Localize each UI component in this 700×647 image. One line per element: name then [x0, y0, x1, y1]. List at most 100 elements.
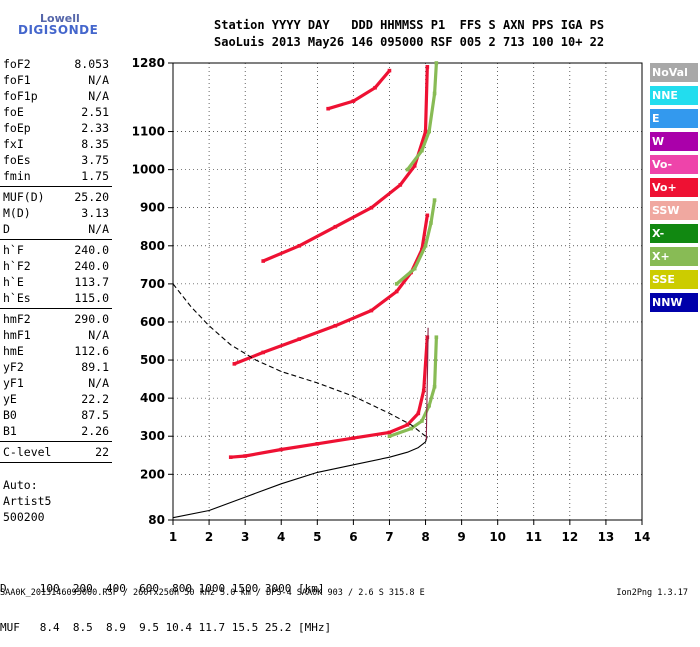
- parameter-separator: [0, 239, 112, 240]
- legend-item: W: [650, 132, 698, 151]
- echo-point: [297, 244, 302, 248]
- echo-point: [427, 403, 431, 408]
- auto-label: Auto:: [3, 478, 38, 492]
- parameter-value: 1.75: [81, 169, 109, 183]
- parameter-value: 240.0: [74, 259, 109, 273]
- echo-point: [429, 221, 433, 225]
- echo-point: [394, 289, 399, 294]
- echo-point: [412, 164, 417, 168]
- x-tick-label: 14: [634, 530, 651, 544]
- parameter-label: foE: [3, 105, 24, 119]
- legend-item: NoVal: [650, 63, 698, 82]
- legend-item: E: [650, 109, 698, 128]
- parameter-label: hmE: [3, 344, 24, 358]
- parameter-value: 2.33: [81, 121, 109, 135]
- parameter-value: 290.0: [74, 312, 109, 326]
- parameter-label: hmF1: [3, 328, 31, 342]
- parameter-row: foEp 2.33: [0, 120, 112, 136]
- echo-point: [423, 244, 428, 248]
- parameter-label: foF1p: [3, 89, 38, 103]
- header-columns: Station YYYY DAY DDD HHMMSS P1 FFS S AXN…: [214, 18, 605, 32]
- parameter-separator: [0, 441, 112, 442]
- echo-point: [405, 422, 410, 427]
- parameter-label: yF1: [3, 376, 24, 390]
- parameter-row: h`Es 115.0: [0, 290, 112, 306]
- parameter-value: 22.2: [81, 392, 109, 406]
- parameter-separator: [0, 462, 112, 463]
- polarization-legend: NoVal NNE E W Vo- Vo+ SSW X- X+ SSE NNW: [650, 63, 698, 316]
- echo-point: [409, 426, 413, 431]
- parameter-row: h`F 240.0: [0, 242, 112, 258]
- auto-program: Artist5: [3, 494, 52, 508]
- parameter-row: foE 2.51: [0, 104, 112, 120]
- echo-point: [420, 148, 424, 153]
- echo-point: [351, 436, 356, 440]
- echo-point: [369, 308, 374, 313]
- x-tick-label: 12: [561, 530, 578, 544]
- parameter-value: N/A: [88, 328, 109, 342]
- echo-point: [427, 129, 431, 134]
- echo-point: [394, 282, 399, 286]
- parameter-row: h`F2 240.0: [0, 258, 112, 274]
- autoscaling-info: Auto: Artist5 500200: [0, 478, 112, 526]
- parameter-label: h`F2: [3, 259, 31, 273]
- ionogram-chart: 1 2 3 4 5 6 7 8 9 10 11 12 13 14802003004005006007008…: [132, 56, 651, 544]
- parameter-row: fmin 1.75: [0, 168, 112, 184]
- echo-trace: [327, 69, 391, 111]
- echo-trace: [388, 337, 438, 438]
- muf-table: D 100 200 400 600 800 1000 1500 3000 [km…: [0, 556, 331, 647]
- header-values: SaoLuis 2013 May26 146 095000 RSF 005 2 …: [214, 35, 605, 49]
- x-tick-label: 7: [385, 530, 393, 544]
- echo-point: [333, 323, 338, 328]
- echo-point: [369, 205, 374, 210]
- echo-point: [432, 91, 437, 96]
- parameter-label: h`Es: [3, 291, 31, 305]
- echo-point: [434, 61, 439, 65]
- echo-point: [279, 447, 284, 452]
- echo-point: [423, 129, 428, 134]
- parameter-table: foF2 8.053 foF1 N/A foF1p N/A foE 2.51 foEp 2.33 f…: [0, 56, 112, 465]
- x-tick-label: 2: [205, 530, 213, 544]
- echo-point: [421, 388, 426, 393]
- x-tick-label: 9: [457, 530, 465, 544]
- parameter-row: foEs 3.75: [0, 152, 112, 168]
- echo-point: [297, 337, 302, 341]
- legend-item: X+: [650, 247, 698, 266]
- y-tick-label: 300: [140, 429, 165, 443]
- parameter-value: 8.053: [74, 57, 109, 71]
- profile-curve: [172, 436, 428, 519]
- chart-grid: [168, 62, 643, 525]
- legend-item: NNW: [650, 293, 698, 312]
- parameter-label: foEp: [3, 121, 31, 135]
- parameter-label: D: [3, 222, 10, 236]
- parameter-label: h`E: [3, 275, 24, 289]
- legend-item: NNE: [650, 86, 698, 105]
- echo-point: [228, 455, 233, 459]
- legend-item: X-: [650, 224, 698, 243]
- x-tick-label: 3: [241, 530, 249, 544]
- parameter-label: M(D): [3, 206, 31, 220]
- x-tick-label: 5: [313, 530, 321, 544]
- parameter-value: 112.6: [74, 344, 109, 358]
- echo-point: [432, 198, 437, 202]
- parameter-separator: [0, 186, 112, 187]
- parameter-row: foF2 8.053: [0, 56, 112, 72]
- echo-point: [425, 65, 430, 69]
- chart-series: [172, 61, 439, 519]
- y-tick-label: 900: [140, 201, 165, 215]
- echo-point: [373, 85, 377, 90]
- echo-point: [387, 68, 392, 73]
- y-tick-label: 1280: [132, 56, 165, 70]
- legend-item: Vo+: [650, 178, 698, 197]
- footer-version: Ion2Png 1.3.17: [616, 588, 688, 598]
- parameter-label: C-level: [3, 445, 52, 459]
- auto-code: 500200: [3, 510, 45, 524]
- parameter-label: yF2: [3, 360, 24, 374]
- legend-item: SSW: [650, 201, 698, 220]
- footer-info: SAA0K_2013146095000.RSF / 260fx256h 50 k…: [0, 588, 425, 598]
- parameter-label: fxI: [3, 137, 24, 151]
- echo-point: [434, 335, 439, 339]
- echo-point: [425, 213, 430, 218]
- parameter-label: yE: [3, 392, 17, 406]
- echo-point: [351, 99, 356, 103]
